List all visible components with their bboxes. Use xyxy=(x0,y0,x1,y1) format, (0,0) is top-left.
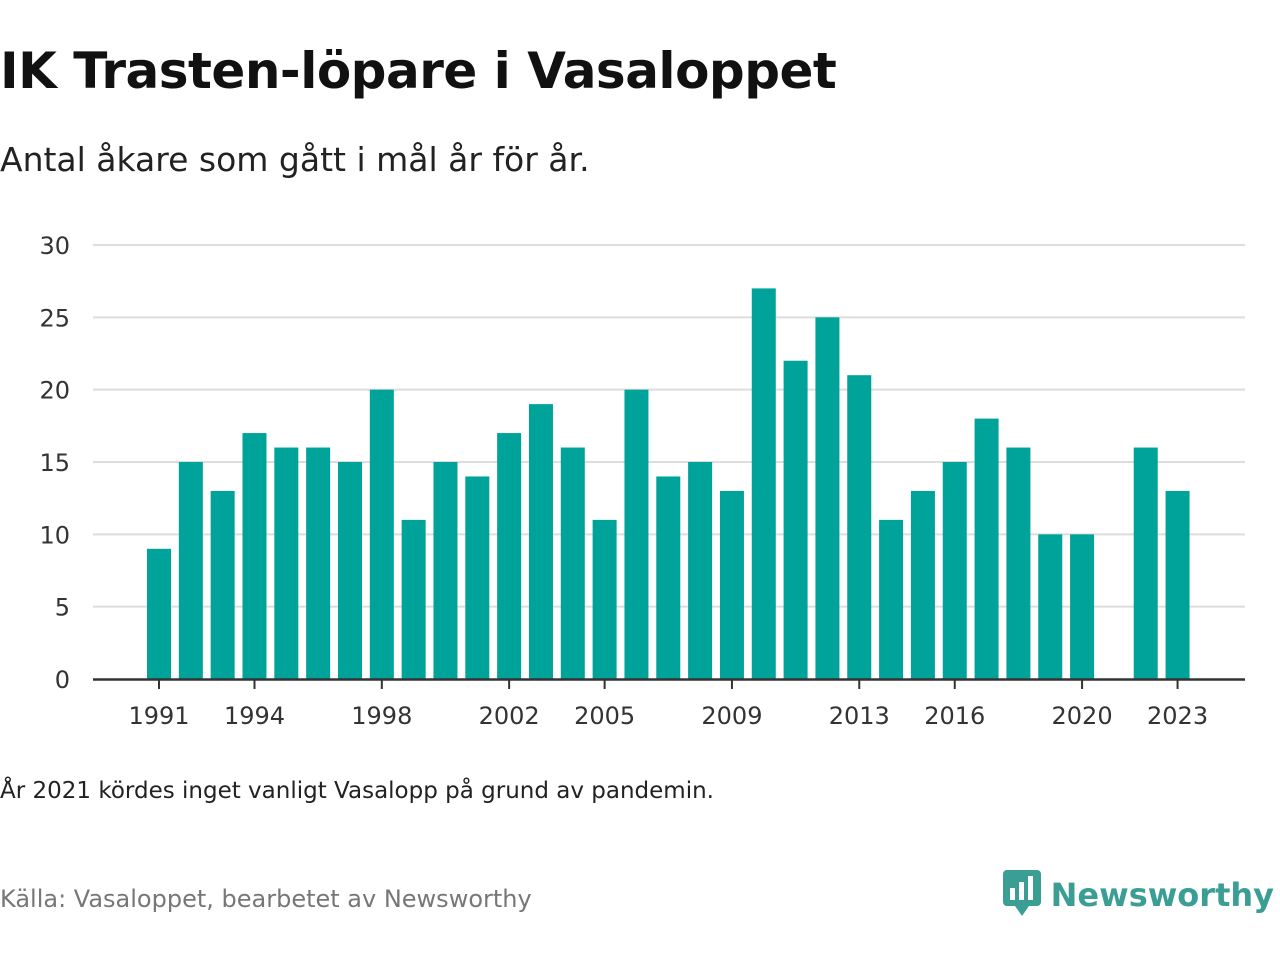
bar-1992 xyxy=(178,462,203,679)
bar-2010 xyxy=(751,288,776,679)
bar-2014 xyxy=(879,519,904,679)
bar-1997 xyxy=(337,462,362,679)
x-tick-label: 1998 xyxy=(351,702,412,730)
chart-note: År 2021 kördes inget vanligt Vasalopp på… xyxy=(0,778,714,804)
bar-2004 xyxy=(560,447,585,679)
bar-2008 xyxy=(688,462,713,679)
x-tick-label: 1994 xyxy=(224,702,285,730)
bar-2013 xyxy=(847,375,872,679)
y-tick-label: 20 xyxy=(39,377,70,405)
brand-logo: Newsworthy xyxy=(1002,870,1274,920)
chart-title: IK Trasten-löpare i Vasaloppet xyxy=(0,42,837,100)
bar-2005 xyxy=(592,519,617,679)
x-tick-label: 2013 xyxy=(829,702,890,730)
x-tick-label: 2005 xyxy=(574,702,635,730)
brand-name: Newsworthy xyxy=(1050,876,1274,914)
bar-1993 xyxy=(210,490,235,679)
y-tick-label: 0 xyxy=(55,666,70,694)
bar-2006 xyxy=(624,389,649,679)
y-tick-label: 30 xyxy=(39,232,70,260)
bar-1991 xyxy=(147,548,171,679)
bar-2001 xyxy=(465,476,490,679)
chart-subtitle: Antal åkare som gått i mål år för år. xyxy=(0,140,590,179)
y-tick-label: 10 xyxy=(39,521,70,549)
y-axis-ticks: 0 5 10 15 20 25 30 xyxy=(39,232,70,694)
x-tick-label: 2023 xyxy=(1147,702,1208,730)
bar-2011 xyxy=(783,360,808,679)
bar-1994 xyxy=(242,433,267,679)
bar-2022 xyxy=(1133,447,1158,679)
bar-1998 xyxy=(369,389,394,679)
bar-2023 xyxy=(1165,490,1190,679)
bar-2007 xyxy=(656,476,681,679)
x-tick-label: 2016 xyxy=(924,702,985,730)
x-axis-ticks: 1991 1994 1998 2002 2005 2009 2013 2016 2020 2023 xyxy=(128,679,1208,730)
bars xyxy=(147,288,1190,679)
bar-1999 xyxy=(401,519,426,679)
bar-1996 xyxy=(306,447,331,679)
bar-2012 xyxy=(815,317,840,679)
bar-2002 xyxy=(497,433,522,679)
bar-2015 xyxy=(910,490,935,679)
y-tick-label: 15 xyxy=(39,449,70,477)
x-tick-label: 2002 xyxy=(479,702,540,730)
bar-2017 xyxy=(974,418,999,679)
source-text: Källa: Vasaloppet, bearbetet av Newswort… xyxy=(0,885,532,913)
y-tick-label: 5 xyxy=(55,594,70,622)
bar-2019 xyxy=(1038,534,1063,679)
x-tick-label: 2020 xyxy=(1052,702,1113,730)
bar-2016 xyxy=(942,462,967,679)
bar-2009 xyxy=(719,490,744,679)
y-tick-label: 25 xyxy=(39,304,70,332)
newsworthy-logo-icon xyxy=(1002,870,1041,920)
bar-2003 xyxy=(528,404,553,679)
bar-2020 xyxy=(1070,534,1095,679)
bar-2018 xyxy=(1006,447,1031,679)
x-tick-label: 1991 xyxy=(128,702,189,730)
x-tick-label: 2009 xyxy=(701,702,762,730)
bar-1995 xyxy=(274,447,299,679)
bar-2000 xyxy=(433,462,458,679)
